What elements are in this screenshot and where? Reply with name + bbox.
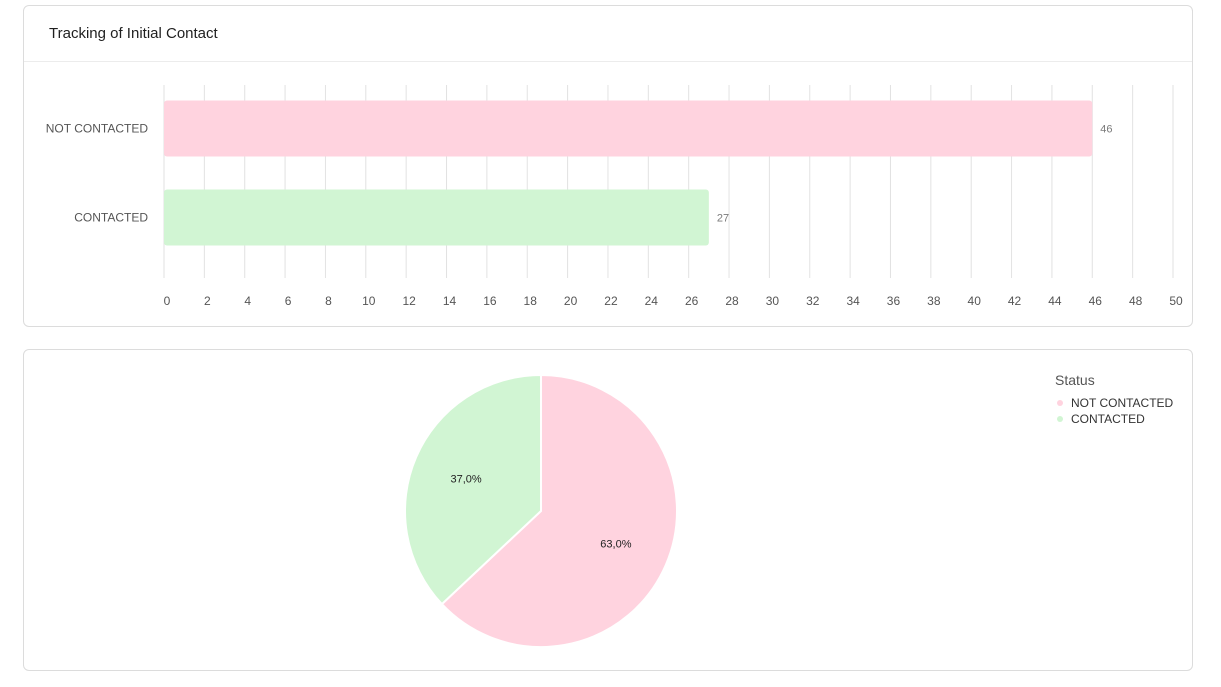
x-tick-label: 8: [325, 294, 332, 308]
x-tick-label: 10: [362, 294, 376, 308]
bar-chart-card: Tracking of Initial Contact 0 2 4 6 8 10 12 14 1…: [23, 5, 1193, 327]
x-tick-label: 50: [1169, 294, 1183, 308]
x-tick-label: 30: [766, 294, 780, 308]
bar-card-title: Tracking of Initial Contact: [49, 25, 218, 42]
x-tick-label: 16: [483, 294, 497, 308]
x-tick-label: 44: [1048, 294, 1062, 308]
x-tick-label: 26: [685, 294, 699, 308]
x-tick-label: 0: [164, 294, 171, 308]
x-tick-label: 14: [443, 294, 457, 308]
y-category-label: CONTACTED: [74, 211, 148, 225]
bar: [164, 189, 709, 246]
x-tick-label: 46: [1089, 294, 1103, 308]
pie-slice: [440, 373, 678, 648]
legend-marker: [1057, 400, 1063, 406]
x-tick-label: 20: [564, 294, 578, 308]
bar-card-header: Tracking of Initial Contact: [24, 6, 1192, 62]
legend-marker: [1057, 416, 1063, 422]
y-category-label: NOT CONTACTED: [46, 122, 149, 136]
x-tick-label: 48: [1129, 294, 1143, 308]
x-tick-label: 12: [402, 294, 416, 308]
x-tick-label: 32: [806, 294, 820, 308]
pie-chart-card: 63,0% 37,0% Status NOT CONTACTED CONTACTED: [23, 349, 1193, 671]
x-tick-label: 36: [887, 294, 901, 308]
x-tick-label: 4: [244, 294, 251, 308]
x-tick-label: 34: [846, 294, 860, 308]
x-tick-label: 42: [1008, 294, 1022, 308]
pie-slice: [404, 373, 542, 606]
pie-slice-label: 63,0%: [600, 538, 631, 550]
x-tick-label: 22: [604, 294, 618, 308]
bar-chart: 0 2 4 6 8 10 12 14 16 18 20 22 24 26 28 30 32 34 36 38 40 42 4…: [46, 85, 1183, 308]
bar-value-label: 27: [717, 213, 729, 225]
legend-item-label: NOT CONTACTED: [1071, 396, 1174, 410]
x-tick-label: 28: [725, 294, 739, 308]
x-tick-label: 6: [285, 294, 292, 308]
bar: [164, 100, 1093, 157]
legend-title: Status: [1055, 372, 1095, 388]
x-tick-label: 40: [968, 294, 982, 308]
x-tick-label: 24: [645, 294, 659, 308]
legend-item-label: CONTACTED: [1071, 412, 1145, 426]
x-tick-label: 2: [204, 294, 211, 308]
bar-value-label: 46: [1100, 124, 1112, 136]
x-tick-label: 38: [927, 294, 941, 308]
pie-slice-label: 37,0%: [451, 474, 482, 486]
x-tick-label: 18: [524, 294, 538, 308]
